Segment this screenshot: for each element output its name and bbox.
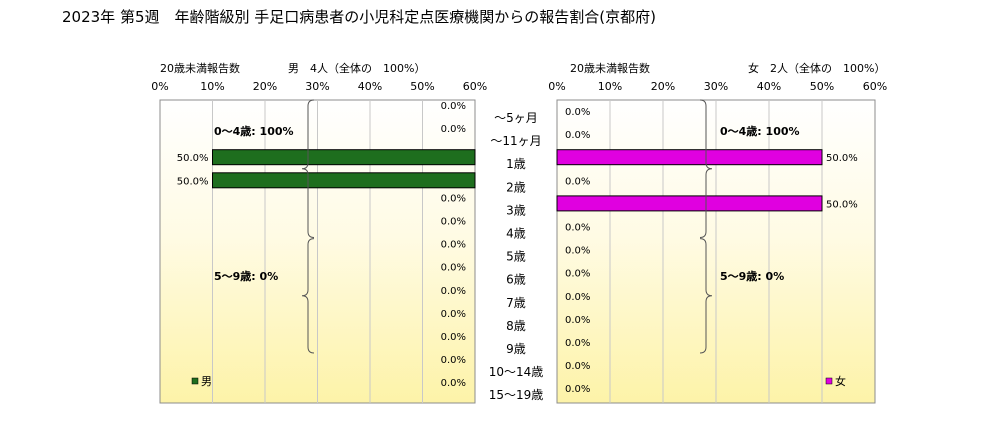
right-header-label: 20歳未満報告数 <box>570 62 650 75</box>
right-panel-header: 20歳未満報告数 女 2人（全体の 100%） <box>570 61 885 75</box>
left-value-label: 0.0% <box>441 332 466 343</box>
right-header-value: 女 2人（全体の 100%） <box>748 61 885 75</box>
age-category-label: 6歳 <box>506 273 526 287</box>
left-bar <box>212 149 476 166</box>
left-tick-label: 30% <box>305 80 329 93</box>
right-tick-label: 50% <box>810 80 834 93</box>
age-category-label: 3歳 <box>506 203 526 217</box>
left-tick-label: 20% <box>253 80 277 93</box>
right-tick-label: 30% <box>704 80 728 93</box>
left-value-label: 0.0% <box>441 193 466 204</box>
age-category-label: 8歳 <box>506 319 526 333</box>
left-value-label: 0.0% <box>441 101 466 112</box>
right-value-label: 0.0% <box>565 361 590 372</box>
right-value-label: 0.0% <box>565 315 590 326</box>
left-value-label: 0.0% <box>441 217 466 228</box>
left-legend-swatch <box>191 377 199 385</box>
left-bar <box>212 172 476 189</box>
right-tick-label: 0% <box>548 80 565 93</box>
age-category-label: 10～14歳 <box>489 365 544 379</box>
right-value-label: 0.0% <box>565 176 590 187</box>
left-group-brace <box>301 99 315 238</box>
right-value-label: 50.0% <box>826 199 858 210</box>
left-tick-label: 0% <box>151 80 168 93</box>
right-tick-label: 20% <box>651 80 675 93</box>
left-legend-label: 男 <box>201 375 212 388</box>
age-category-label: 9歳 <box>506 342 526 356</box>
age-category-label: ～11ヶ月 <box>490 134 541 148</box>
left-header-value: 男 4人（全体の 100%） <box>288 61 425 75</box>
age-category-labels: ～5ヶ月 ～11ヶ月 1歳 2歳 3歳 4歳 5歳 6歳 7歳 8歳 9歳 10～14歳 15～19歳 <box>489 111 544 402</box>
left-panel-header: 20歳未満報告数 男 4人（全体の 100%） <box>160 61 425 75</box>
left-header-label: 20歳未満報告数 <box>160 62 240 75</box>
right-value-label: 0.0% <box>565 269 590 280</box>
left-value-label: 0.0% <box>441 378 466 389</box>
right-value-label: 0.0% <box>565 384 590 395</box>
left-value-label: 0.0% <box>441 286 466 297</box>
left-value-label: 0.0% <box>441 240 466 251</box>
right-value-label: 0.0% <box>565 107 590 118</box>
age-category-label: ～5ヶ月 <box>494 111 538 125</box>
left-value-label: 0.0% <box>441 124 466 135</box>
right-tick-label: 10% <box>598 80 622 93</box>
left-value-label: 0.0% <box>441 309 466 320</box>
right-group-label: 0～4歳: 100% <box>720 124 800 138</box>
age-category-label: 15～19歳 <box>489 388 544 402</box>
right-bar <box>556 149 823 166</box>
right-value-label: 0.0% <box>565 292 590 303</box>
left-value-label: 0.0% <box>441 355 466 366</box>
left-value-label: 0.0% <box>441 263 466 274</box>
right-panel-female: 0% 10% 20% 30% 40% 50% 60% 0.0% 0.0% 50.0% 0.0% 50.… <box>548 80 887 404</box>
right-legend-swatch <box>825 377 833 385</box>
age-category-label: 7歳 <box>506 296 526 310</box>
right-group-label: 5～9歳: 0% <box>720 269 784 283</box>
right-legend-label: 女 <box>835 374 846 388</box>
right-value-label: 0.0% <box>565 246 590 257</box>
right-value-label: 50.0% <box>826 153 858 164</box>
left-tick-label: 50% <box>410 80 434 93</box>
right-group-brace <box>699 238 713 354</box>
right-value-label: 0.0% <box>565 223 590 234</box>
right-bar <box>556 195 823 212</box>
right-tick-label: 40% <box>757 80 781 93</box>
left-tick-label: 40% <box>358 80 382 93</box>
left-group-label: 0～4歳: 100% <box>214 124 294 138</box>
age-category-label: 4歳 <box>506 227 526 241</box>
left-tick-label: 60% <box>463 80 487 93</box>
age-category-label: 5歳 <box>506 250 526 264</box>
right-tick-label: 60% <box>863 80 887 93</box>
right-value-label: 0.0% <box>565 130 590 141</box>
left-group-brace <box>301 238 315 354</box>
left-panel-male: 60% 50% 40% 30% 20% 10% 0% 0.0% 0.0% 50.0% 50.0% 0.… <box>151 80 487 404</box>
left-tick-label: 10% <box>200 80 224 93</box>
left-group-label: 5～9歳: 0% <box>214 269 278 283</box>
right-value-label: 0.0% <box>565 338 590 349</box>
right-group-brace <box>699 99 713 238</box>
left-value-label: 50.0% <box>177 153 209 164</box>
chart-title: 2023年 第5週 年齢階級別 手足口病患者の小児科定点医療機関からの報告割合(… <box>62 8 656 26</box>
age-category-label: 2歳 <box>506 180 526 194</box>
left-value-label: 50.0% <box>177 176 209 187</box>
age-category-label: 1歳 <box>506 157 526 171</box>
